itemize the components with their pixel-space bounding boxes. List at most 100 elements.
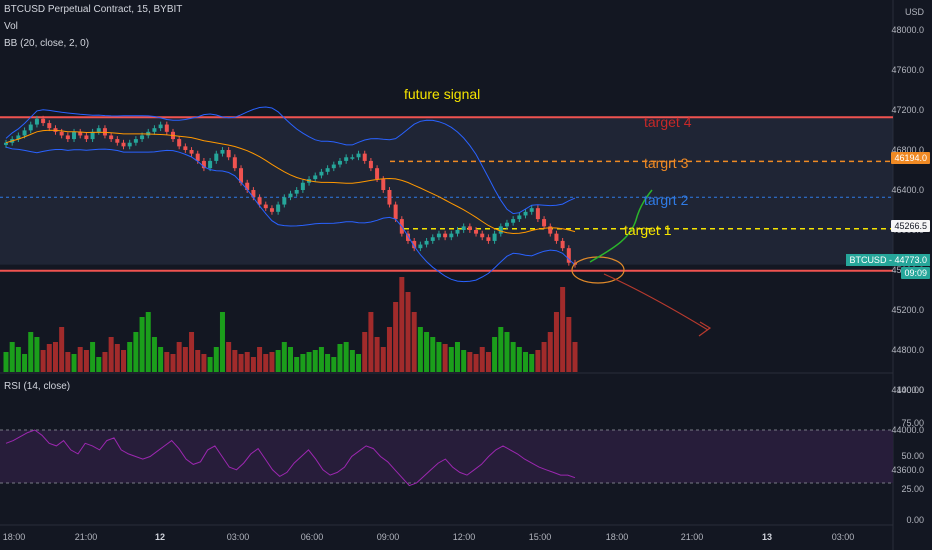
volume-bar: [424, 332, 430, 372]
price-axis-tick: 43600.0: [891, 465, 924, 475]
price-axis-tick: 47200.0: [891, 105, 924, 115]
candle-body: [375, 168, 380, 180]
candle-body: [436, 233, 441, 238]
volume-bar: [516, 347, 522, 372]
candle-body: [368, 160, 373, 169]
time-axis-tick: 15:00: [528, 532, 552, 542]
symbol-title[interactable]: BTCUSD Perpetual Contract, 15, BYBIT: [4, 4, 183, 15]
candle-body: [566, 248, 571, 263]
candle-body: [430, 237, 435, 241]
volume-bar: [430, 337, 436, 372]
bearish-path: [603, 273, 709, 331]
target2-label: targrt 2: [644, 192, 689, 208]
candle-body: [492, 233, 497, 241]
candle-body: [41, 118, 46, 124]
volume-bar: [189, 332, 195, 372]
rsi-line: [5, 429, 576, 487]
candle-body: [28, 124, 33, 131]
volume-bar: [461, 350, 467, 372]
candle-body: [257, 197, 262, 205]
candle-body: [96, 128, 101, 132]
volume-bar: [535, 350, 541, 372]
volume-bar: [96, 357, 102, 372]
time-axis-tick: 12: [154, 532, 166, 542]
candle-body: [480, 233, 485, 238]
price-axis-tick: 46400.0: [891, 185, 924, 195]
candle-body: [331, 164, 336, 169]
rsi-indicator-label[interactable]: RSI (14, close): [4, 381, 71, 392]
candle-body: [72, 131, 77, 140]
volume-bar: [318, 347, 324, 372]
volume-bar: [473, 354, 479, 372]
volume-bar: [380, 347, 386, 372]
volume-bar: [566, 317, 572, 372]
target1-label: target 1: [624, 222, 672, 238]
candle-body: [133, 139, 138, 143]
volume-bar: [281, 342, 287, 372]
volume-bar: [244, 352, 250, 372]
rsi-axis-tick: 75.00: [901, 418, 924, 428]
bollinger-indicator-label[interactable]: BB (20, close, 2, 0): [4, 38, 90, 49]
volume-bar: [393, 302, 399, 372]
candle-body: [90, 131, 95, 140]
candle-body: [214, 153, 219, 161]
candle-body: [319, 171, 324, 176]
volume-bar: [151, 337, 157, 372]
candle-body: [418, 244, 423, 249]
candle-body: [239, 168, 244, 183]
volume-bar: [9, 342, 15, 372]
candle-body: [282, 197, 287, 205]
candle-body: [337, 160, 342, 165]
volume-bar: [405, 292, 411, 372]
candle-body: [109, 135, 114, 140]
volume-bar: [207, 357, 213, 372]
volume-bar: [114, 344, 120, 372]
volume-indicator-label[interactable]: Vol: [4, 21, 18, 32]
volume-bar: [219, 312, 225, 372]
candle-body: [381, 179, 386, 190]
candle-body: [362, 153, 367, 161]
time-axis-tick: 21:00: [74, 532, 98, 542]
current-symbol: BTCUSD: [849, 255, 887, 265]
time-axis-tick: 03:00: [831, 532, 855, 542]
candle-body: [263, 204, 268, 209]
volume-bar: [306, 352, 312, 372]
volume-bar: [312, 350, 318, 372]
currency-label[interactable]: USD: [904, 7, 924, 17]
candle-body: [529, 208, 534, 212]
volume-bar: [343, 342, 349, 372]
candle-body: [121, 142, 126, 147]
volume-bar: [288, 347, 293, 372]
volume-bar: [71, 354, 77, 372]
candle-body: [78, 131, 83, 136]
candle-body: [65, 135, 70, 140]
candle-body: [443, 233, 448, 238]
volume-bar: [102, 352, 108, 372]
candle-body: [412, 240, 417, 249]
candle-body: [548, 226, 553, 234]
candle-body: [542, 219, 547, 227]
volume-bar: [498, 327, 504, 372]
candle-body: [34, 118, 39, 125]
time-axis-tick: 18:00: [2, 532, 26, 542]
candle-body: [486, 237, 491, 241]
target3-label: targrt 3: [644, 155, 689, 171]
candle-body: [350, 157, 355, 159]
candle-body: [498, 226, 503, 234]
volume-bar: [108, 337, 114, 372]
candle-body: [189, 150, 194, 154]
future-signal-title: future signal: [404, 86, 481, 102]
price-axis-tick: 44000.0: [891, 425, 924, 435]
rsi-axis-tick: 25.00: [901, 484, 924, 494]
candle-body: [554, 233, 559, 241]
volume-bar: [213, 347, 219, 372]
range-box: [0, 117, 893, 265]
candle-body: [393, 204, 398, 220]
volume-bar: [195, 350, 201, 372]
volume-bar: [560, 287, 566, 372]
volume-bar: [59, 327, 65, 372]
candle-body: [158, 124, 163, 129]
volume-bar: [368, 312, 374, 372]
candle-body: [406, 233, 411, 241]
